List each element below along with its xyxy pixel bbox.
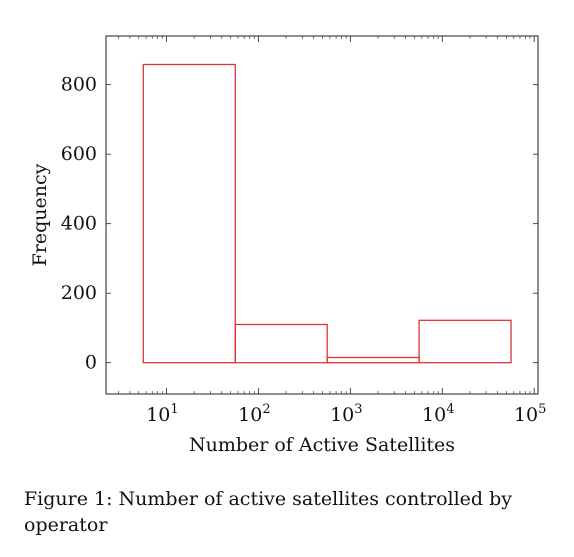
y-tick-label: 600: [61, 143, 97, 165]
figure-caption: Figure 1: Number of active satellites co…: [24, 488, 512, 536]
ticks-layer: 0 200 400 600 800 101 102 103 104 105: [61, 36, 546, 426]
y-axis-label: Frequency: [29, 163, 51, 266]
x-tick-label: 102: [238, 402, 270, 426]
y-tick-label: 800: [61, 74, 97, 96]
x-tick-label: 103: [330, 402, 362, 426]
histogram-bar-2: [234, 323, 328, 364]
histogram-bar-4: [418, 319, 512, 364]
plot-frame: [105, 35, 539, 395]
y-tick-label: 400: [61, 213, 97, 235]
histogram-bar-1: [142, 63, 236, 364]
x-tick-label: 105: [514, 402, 546, 426]
histogram-chart: 0 200 400 600 800 101 102 103 104 105 Number of A…: [29, 35, 546, 456]
y-tick-label: 0: [85, 352, 97, 374]
bars-layer: [142, 63, 512, 364]
x-axis-label: Number of Active Satellites: [189, 434, 455, 456]
y-tick-label: 200: [61, 282, 97, 304]
x-tick-label: 101: [146, 402, 178, 426]
histogram-bar-3: [326, 356, 420, 364]
x-tick-label: 104: [422, 402, 454, 426]
